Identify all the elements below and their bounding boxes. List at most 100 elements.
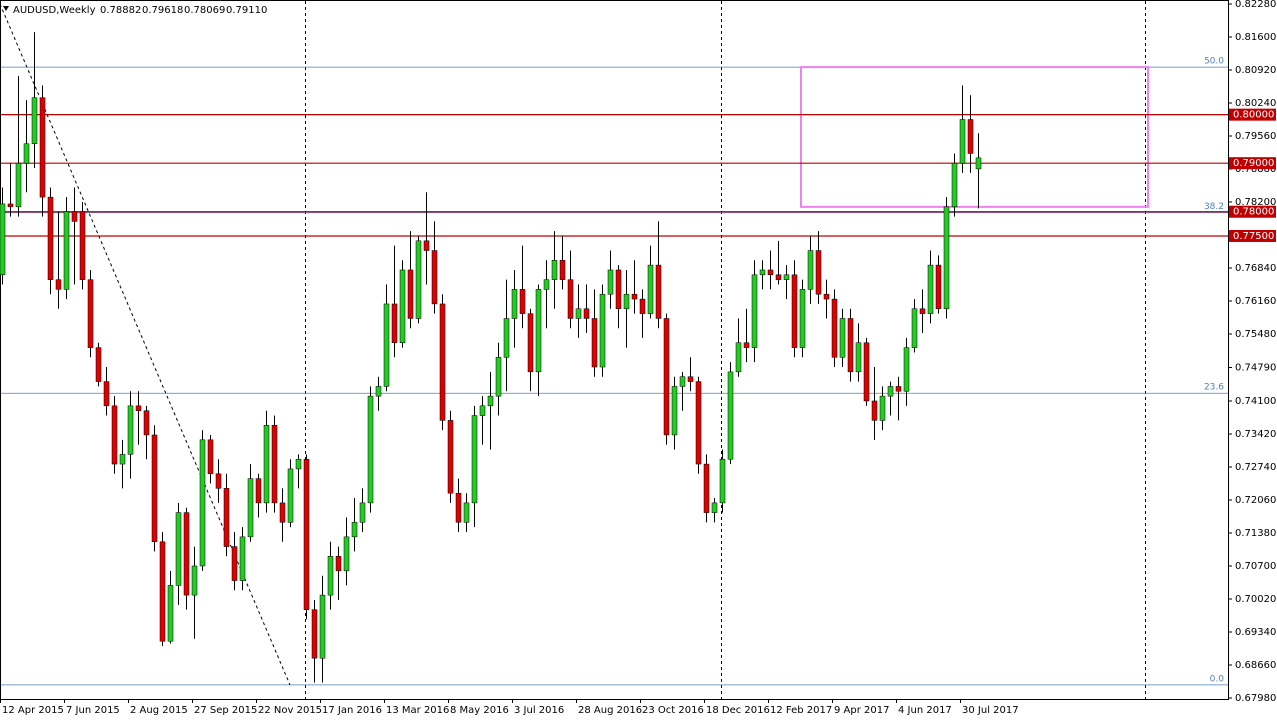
candle-body xyxy=(631,293,638,300)
candle-body xyxy=(167,585,174,642)
level-tag xyxy=(1229,229,1276,242)
candle-body xyxy=(319,594,326,659)
x-tick-label: 28 Aug 2016 xyxy=(578,705,642,716)
candle-body xyxy=(303,458,310,610)
candle-body xyxy=(959,119,966,164)
candle-body xyxy=(423,240,430,251)
candle-body xyxy=(663,318,670,436)
x-tick-label: 12 Feb 2017 xyxy=(770,705,832,716)
y-tick-label: 0.80240 xyxy=(1235,98,1276,109)
y-tick-label: 0.80920 xyxy=(1235,65,1276,76)
candle-body xyxy=(671,386,678,436)
candle-body xyxy=(0,203,6,276)
candle-body xyxy=(175,512,182,586)
candle-body xyxy=(839,318,846,358)
candle-body xyxy=(487,395,494,407)
candle-body xyxy=(135,405,142,411)
y-tick-label: 0.67980 xyxy=(1235,693,1276,704)
y-tick-label: 0.76160 xyxy=(1235,296,1276,307)
fib-label: 0.0 xyxy=(1210,674,1225,684)
y-tick-label: 0.68660 xyxy=(1235,660,1276,671)
candle-body xyxy=(471,415,478,504)
candle-body xyxy=(111,405,118,465)
candle-body xyxy=(383,303,390,387)
candle-body xyxy=(903,347,910,392)
candle-body xyxy=(647,264,654,314)
candle-body xyxy=(439,303,446,421)
x-tick-label: 22 Nov 2015 xyxy=(258,705,322,716)
candle-body xyxy=(551,259,558,280)
x-tick-label: 2 Aug 2015 xyxy=(130,705,188,716)
y-tick-label: 0.70700 xyxy=(1235,561,1276,572)
candle-body xyxy=(847,318,854,373)
candle-body xyxy=(79,211,86,280)
candle-body xyxy=(543,279,550,290)
candle-body xyxy=(415,240,422,319)
candle-body xyxy=(239,536,246,581)
candle-body xyxy=(287,468,294,523)
candle-body xyxy=(31,97,38,145)
x-tick-label: 3 Jul 2016 xyxy=(514,705,564,716)
x-tick-label: 17 Jan 2016 xyxy=(322,705,382,716)
header-value: 0.78882 xyxy=(100,5,141,16)
candle-body xyxy=(695,381,702,465)
candle-body xyxy=(479,405,486,416)
candle-body xyxy=(503,318,510,358)
level-tag xyxy=(1229,157,1276,170)
candle-body xyxy=(911,308,918,348)
candle-body xyxy=(943,206,950,310)
level-label: 0.80000 xyxy=(1233,110,1274,121)
candle-body xyxy=(63,211,70,290)
candle-body xyxy=(855,342,862,373)
y-tick-label: 0.70020 xyxy=(1235,594,1276,605)
y-tick-label: 0.76840 xyxy=(1235,263,1276,274)
candle-body xyxy=(679,376,686,387)
y-tick-label: 0.75480 xyxy=(1235,329,1276,340)
candle-body xyxy=(711,502,718,513)
candle-body xyxy=(927,264,934,314)
candle-body xyxy=(687,376,694,382)
candle-body xyxy=(247,478,254,538)
candle-body xyxy=(575,308,582,319)
candle-body xyxy=(455,492,462,523)
candle-body xyxy=(191,565,198,596)
candle-body xyxy=(519,289,526,314)
candle-body xyxy=(887,386,894,397)
x-tick-label: 9 Apr 2017 xyxy=(834,705,889,716)
candle-body xyxy=(447,420,454,494)
candle-body xyxy=(223,488,230,547)
y-tick-label: 0.74100 xyxy=(1235,396,1276,407)
candle-body xyxy=(495,357,502,397)
candle-body xyxy=(335,556,342,572)
candle-body xyxy=(151,434,158,542)
candle-body xyxy=(351,522,358,538)
candle-body xyxy=(527,313,534,373)
candle-body xyxy=(799,289,806,348)
x-tick-label: 18 Dec 2016 xyxy=(706,705,770,716)
y-tick-label: 0.79560 xyxy=(1235,131,1276,142)
y-tick-label: 0.78200 xyxy=(1235,197,1276,208)
x-tick-label: 23 Oct 2016 xyxy=(642,705,704,716)
candle-body xyxy=(55,279,62,290)
fib-label: 38.2 xyxy=(1204,202,1224,212)
y-tick-label: 0.72740 xyxy=(1235,462,1276,473)
candle-body xyxy=(719,458,726,504)
candle-body xyxy=(271,425,278,504)
candle-body xyxy=(103,381,110,407)
candle-body xyxy=(119,454,126,465)
y-tick-label: 0.73420 xyxy=(1235,429,1276,440)
candle-body xyxy=(311,609,318,659)
candle-body xyxy=(47,196,54,280)
candle-body xyxy=(431,250,438,305)
candle-body xyxy=(255,478,262,504)
candle-body xyxy=(767,269,774,276)
y-tick-label: 0.74790 xyxy=(1235,363,1276,374)
candle-body xyxy=(975,157,982,170)
candle-body xyxy=(863,342,870,402)
candle-body xyxy=(295,458,302,470)
candle-body xyxy=(127,405,134,455)
candle-body xyxy=(359,502,366,523)
candle-body xyxy=(23,143,30,164)
candle-body xyxy=(143,410,150,436)
